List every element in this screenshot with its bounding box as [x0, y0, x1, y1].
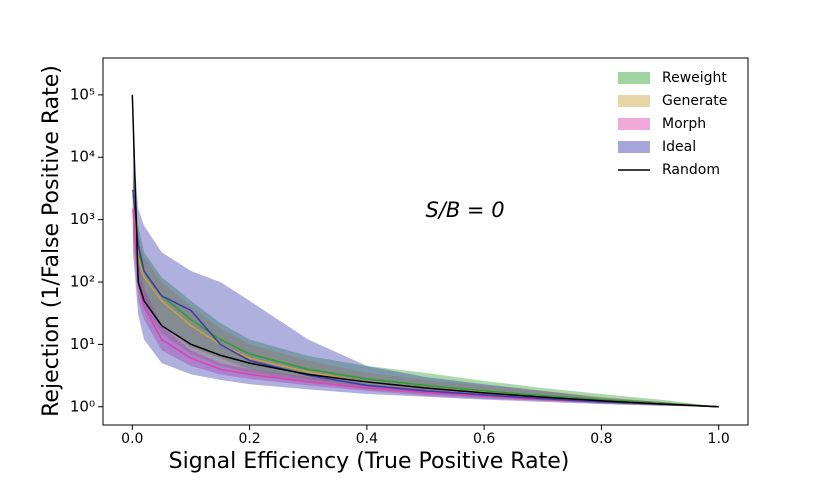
- x-tick-label: 0.4: [356, 431, 378, 447]
- random-line: [131, 94, 719, 408]
- x-tick-label: 0.2: [238, 431, 260, 447]
- legend-swatch: [618, 95, 650, 107]
- y-tick-label: 10⁰: [70, 397, 95, 415]
- band: [132, 138, 719, 407]
- legend-label: Ideal: [662, 139, 696, 155]
- x-tick-label: 0.0: [121, 431, 143, 447]
- y-tick-label: 10¹: [70, 335, 95, 353]
- legend-label: Random: [662, 162, 720, 178]
- y-tick-label: 10²: [70, 273, 95, 291]
- x-tick-label: 1.0: [708, 431, 730, 447]
- legend-swatch: [618, 72, 650, 84]
- annotation: S/B = 0: [425, 198, 504, 222]
- legend-label: Morph: [662, 116, 706, 132]
- x-tick-label: 0.8: [590, 431, 612, 447]
- legend-label: Reweight: [662, 70, 727, 86]
- x-axis-label: Signal Efficiency (True Positive Rate): [169, 449, 570, 474]
- legend-swatch: [618, 141, 650, 153]
- y-axis-label: Rejection (1/False Positive Rate): [39, 65, 64, 417]
- median-line: [132, 189, 719, 408]
- y-tick-label: 10⁴: [70, 148, 95, 166]
- y-tick-label: 10⁵: [70, 85, 95, 103]
- y-tick-label: 10³: [70, 210, 95, 228]
- x-tick-label: 0.6: [473, 431, 495, 447]
- legend-label: Generate: [662, 93, 727, 109]
- legend-swatch: [618, 118, 650, 130]
- plot-frame: [102, 57, 749, 426]
